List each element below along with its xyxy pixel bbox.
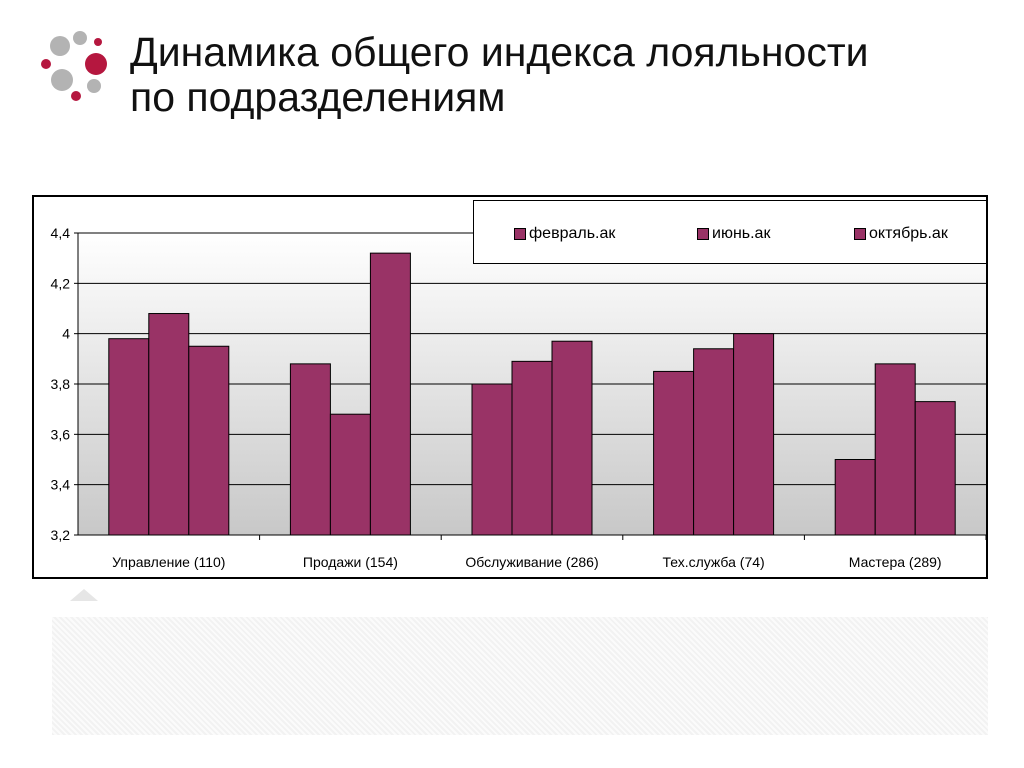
bar xyxy=(511,360,553,536)
y-tick-label: 4 xyxy=(62,326,70,342)
page-title: Динамика общего индекса лояльности по по… xyxy=(130,30,990,120)
legend-item-june: июнь.ак xyxy=(697,225,770,243)
bar xyxy=(914,401,956,536)
x-tick-label: Мастера (289) xyxy=(849,554,942,570)
bar xyxy=(289,363,331,536)
bar xyxy=(108,338,150,536)
title-line-2: по подразделениям xyxy=(130,74,506,120)
bar xyxy=(693,348,735,536)
text-placeholder-area xyxy=(52,617,988,735)
bar xyxy=(471,383,513,536)
bar xyxy=(834,459,876,536)
y-tick-label: 3,4 xyxy=(51,477,71,493)
legend-label: июнь.ак xyxy=(712,225,771,242)
bar xyxy=(653,370,695,536)
bar xyxy=(329,413,371,536)
y-tick-label: 4,2 xyxy=(51,275,71,291)
y-tick-label: 3,6 xyxy=(51,426,71,442)
legend-label: февраль.ак xyxy=(529,225,616,242)
legend-item-october: октябрь.ак xyxy=(854,225,948,243)
dots-logo-icon xyxy=(41,31,107,101)
x-tick-label: Продажи (154) xyxy=(303,554,398,570)
legend-label: октябрь.ак xyxy=(869,225,948,242)
legend-swatch xyxy=(854,228,866,240)
x-tick-label: Управление (110) xyxy=(112,554,225,570)
bar xyxy=(551,340,593,536)
x-tick-label: Тех.служба (74) xyxy=(662,554,764,570)
bar xyxy=(148,313,190,536)
bar xyxy=(369,252,411,536)
bar xyxy=(188,345,230,536)
bar xyxy=(733,333,775,536)
title-line-1: Динамика общего индекса лояльности xyxy=(130,29,869,75)
legend-item-february: февраль.ак xyxy=(514,225,615,243)
bar xyxy=(874,363,916,536)
y-tick-label: 4,4 xyxy=(51,225,71,241)
placeholder-triangle xyxy=(70,589,98,601)
y-tick-label: 3,8 xyxy=(51,376,71,392)
x-tick-label: Обслуживание (286) xyxy=(465,554,598,570)
y-tick-label: 3,2 xyxy=(51,527,71,543)
legend-swatch xyxy=(514,228,526,240)
chart-legend: февраль.ак июнь.ак октябрь.ак xyxy=(473,200,987,264)
legend-swatch xyxy=(697,228,709,240)
